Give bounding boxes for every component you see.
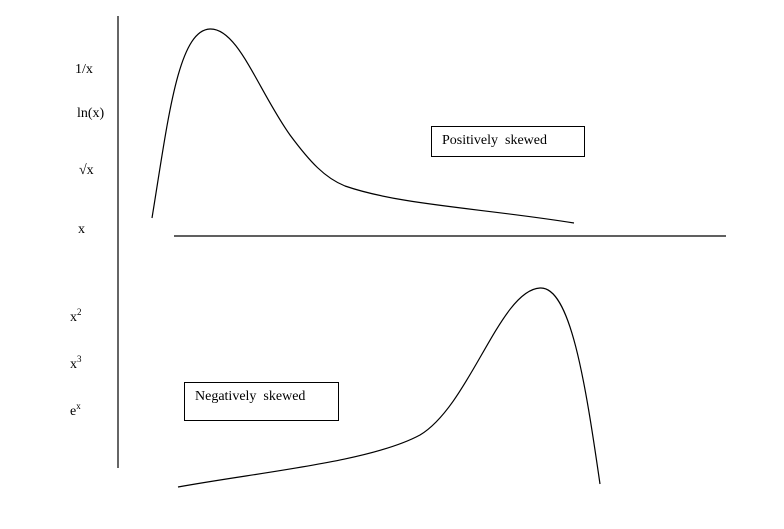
square-transform-label: x2	[70, 307, 82, 326]
negative-skew-label-box: Negatively skewed	[184, 382, 339, 421]
exp-base: e	[70, 404, 77, 419]
reciprocal-transform-label: 1/x	[75, 62, 93, 77]
exp-exponent: x	[76, 401, 81, 411]
negative-skew-label: Negatively skewed	[195, 389, 306, 404]
exp-transform-label: ex	[70, 401, 81, 420]
square-exponent: 2	[77, 307, 82, 317]
cube-exponent: 3	[77, 354, 82, 364]
identity-transform-label: x	[78, 222, 85, 237]
cube-base: x	[70, 357, 77, 372]
positive-skew-label-box: Positively skewed	[431, 126, 585, 157]
square-base: x	[70, 310, 77, 325]
log-transform-label: ln(x)	[77, 106, 105, 121]
negative-skew-curve	[177, 287, 601, 488]
sqrt-transform-label: √x	[79, 163, 94, 178]
positive-skew-label: Positively skewed	[442, 133, 547, 148]
cube-transform-label: x3	[70, 354, 82, 373]
positive-skew-curve	[151, 28, 575, 224]
